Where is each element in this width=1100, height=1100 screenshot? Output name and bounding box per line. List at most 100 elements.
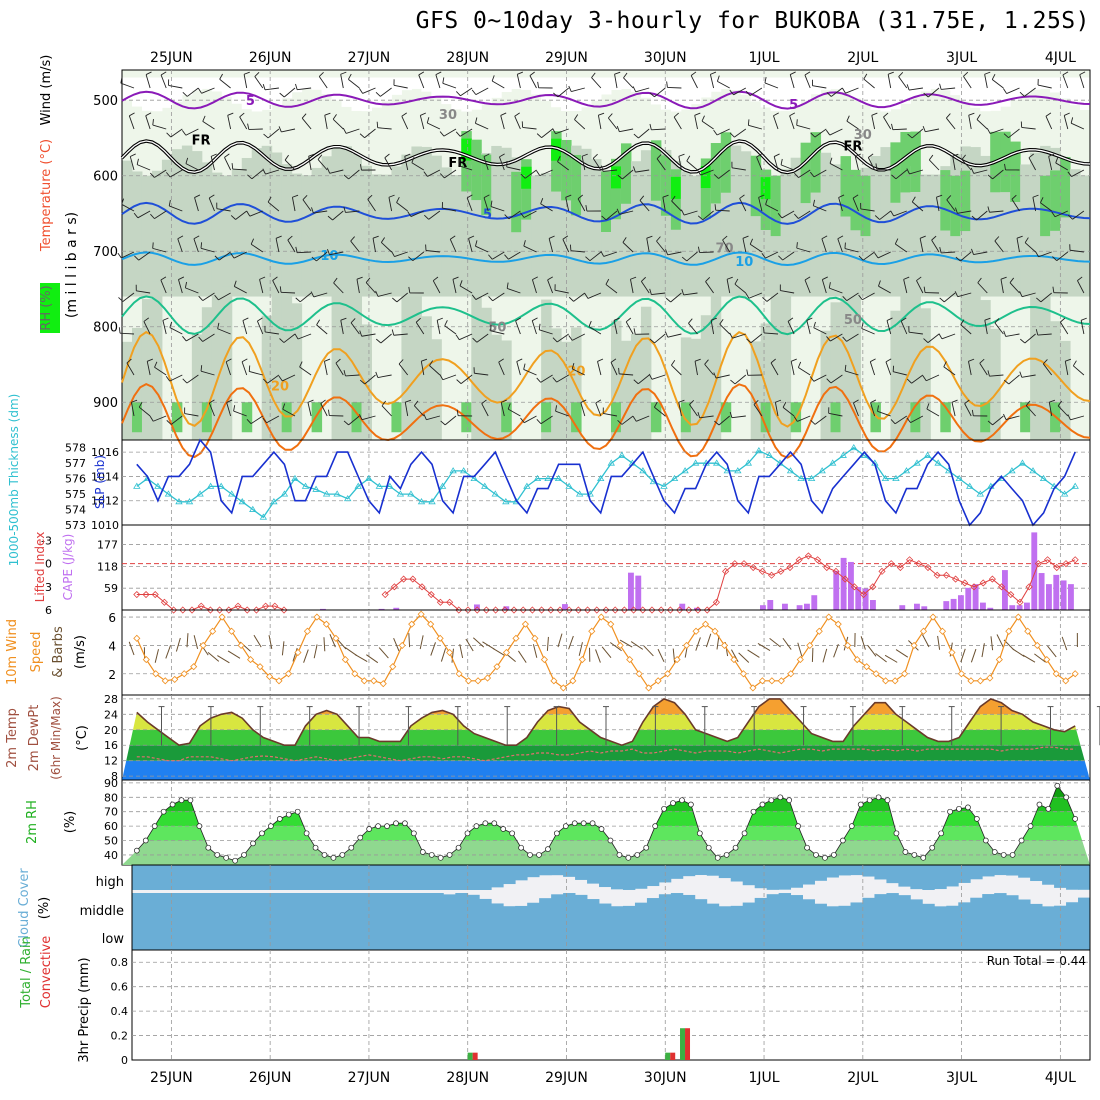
wind-barb	[749, 87, 763, 96]
ylabel-wind-2: Speed	[29, 632, 44, 673]
wind-barb	[862, 251, 875, 261]
rh-shade	[351, 77, 363, 111]
thickness-point	[438, 482, 447, 489]
cloud-bar-middle	[359, 893, 372, 923]
wind-barb-flag	[1032, 194, 1039, 198]
wind-barb-flag	[375, 91, 381, 97]
wind-barb	[233, 410, 247, 417]
wind-barb	[186, 87, 199, 97]
wind-barb-flag	[916, 276, 922, 281]
wind-barb	[562, 239, 570, 253]
wind-barb-flag	[968, 358, 975, 362]
wind-speed-point	[531, 634, 539, 642]
wind-barb-flag	[791, 358, 797, 362]
cloud-bar-middle	[838, 905, 851, 923]
wind-speed-point	[294, 648, 302, 657]
rh-shade	[531, 77, 542, 95]
cloud-bar-middle	[814, 903, 827, 923]
thickness-point	[217, 482, 225, 489]
wind-barb-flag	[1062, 71, 1069, 76]
wind-barb	[145, 74, 151, 89]
wind-barb-flag	[160, 71, 167, 76]
wind-barb-flag	[267, 196, 272, 203]
wind-barb	[747, 649, 760, 658]
cloud-bar-high	[383, 865, 396, 890]
li-point	[179, 606, 187, 614]
cape-bar	[965, 587, 972, 610]
rh-shade	[431, 77, 442, 98]
cloud-bar-low	[838, 923, 851, 950]
wind-barb	[1012, 648, 1025, 658]
rh-shade	[181, 145, 193, 297]
wind-barb	[378, 647, 389, 659]
cloud-bar-middle	[826, 906, 839, 923]
rh-shade	[1070, 77, 1081, 106]
rh-shade	[571, 145, 582, 297]
thickness-point	[976, 490, 984, 497]
wind-barb	[320, 403, 328, 417]
wind-barb-flag	[922, 375, 927, 382]
wind-barb-flag	[584, 293, 589, 299]
cape-bar	[972, 584, 979, 610]
wind-barb-flag	[401, 112, 407, 117]
ylabel-precip-1: Total / Rain	[19, 936, 34, 1009]
rh-shade	[720, 149, 732, 297]
wind-barb	[303, 649, 309, 663]
contour-label: 30	[854, 128, 872, 143]
wind-barb	[862, 292, 875, 301]
rh-shade	[331, 295, 343, 440]
cloud-bar-low	[742, 923, 756, 950]
thickness-point	[639, 467, 647, 474]
rh-shade	[421, 77, 432, 92]
wind-barb-flag	[1055, 157, 1059, 164]
wind-barb	[619, 210, 634, 215]
wind-barb	[854, 156, 859, 171]
rh-band	[122, 797, 1090, 812]
slp-line	[136, 438, 1076, 527]
wind-barb	[758, 197, 763, 212]
wind-barb	[323, 637, 326, 652]
wind-barb	[458, 165, 473, 171]
rh-shade	[391, 402, 402, 433]
wind-barb-flag	[1060, 317, 1066, 323]
wind-speed-point	[1071, 670, 1079, 678]
date-label-bottom: 25JUN	[150, 1070, 193, 1086]
thickness-point	[1039, 474, 1048, 482]
cloud-bar-middle	[455, 893, 468, 923]
rh-shade	[910, 402, 921, 433]
wind-barb	[218, 292, 231, 301]
cloud-bar-middle	[347, 893, 360, 923]
rh-point	[696, 830, 703, 837]
wind-barb	[830, 374, 843, 384]
rh-point	[375, 823, 381, 829]
wind-barb	[1021, 127, 1036, 130]
rh-point	[777, 794, 784, 801]
cloud-bar-high	[946, 865, 959, 887]
wind-barb	[340, 320, 344, 335]
wind-barb	[557, 161, 569, 171]
wind-barb	[1080, 320, 1085, 335]
wind-speed-point	[550, 677, 558, 685]
wind-barb	[169, 327, 183, 335]
cloud-bar-low	[922, 923, 935, 950]
wind-barb-flag	[1000, 276, 1007, 280]
wind-barb	[796, 124, 811, 130]
precip-tick-label: 0.6	[111, 981, 129, 994]
wind-barb	[459, 285, 473, 294]
wind-barb-flag	[413, 400, 419, 406]
wind-barb	[846, 120, 859, 130]
rh-shade	[670, 169, 682, 230]
rh-shade	[521, 168, 532, 297]
rh-shade	[980, 402, 991, 433]
rh-shade	[1010, 141, 1021, 202]
wind-barb	[208, 197, 215, 212]
rh-shade	[521, 159, 532, 220]
cloud-bar-high	[431, 865, 444, 890]
wind-barb-flag	[211, 153, 217, 157]
wind-barb-flag	[595, 399, 602, 404]
wind-barb	[177, 238, 183, 253]
cloud-bar-low	[383, 923, 396, 950]
wind-barb-flag	[697, 215, 704, 221]
wind-barb	[911, 128, 924, 139]
